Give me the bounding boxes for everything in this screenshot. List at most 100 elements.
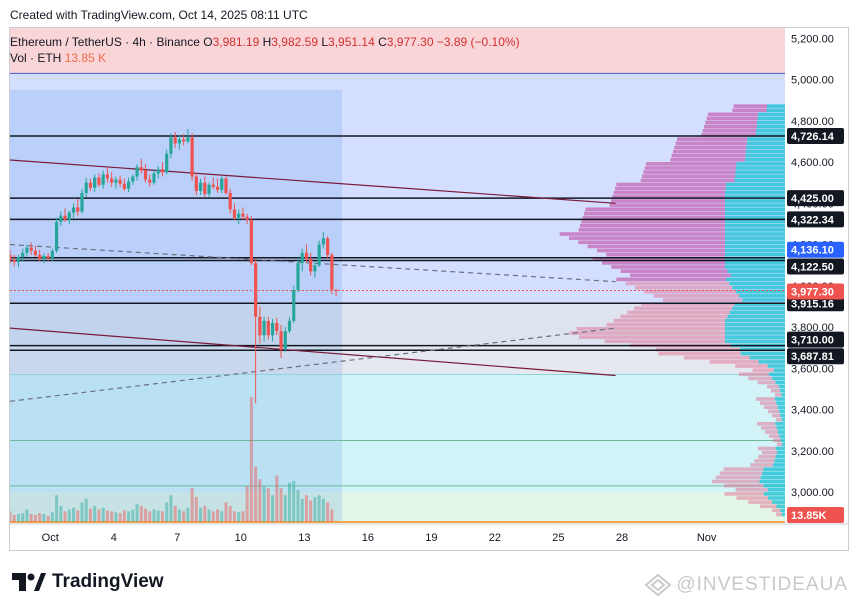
level-price-label-bg [787,348,844,365]
profile-bar-sell [776,512,782,517]
profile-bar-sell [674,145,747,150]
volume-bar [80,502,84,522]
candle-body [54,221,59,251]
candle-body [148,179,152,183]
volume-bar [29,513,33,522]
profile-bar-buy [746,141,785,146]
profile-bar-sell [613,318,725,323]
price-axis[interactable]: 5,200.005,000.004,800.004,600.004,400.00… [786,28,848,523]
profile-bar-sell [581,219,725,224]
volume-bar [254,466,258,522]
profile-bar-buy [725,331,785,335]
volume-bar [105,510,109,522]
volume-bar [72,507,76,522]
volume-bar [300,498,304,522]
trendline [10,159,616,204]
candle-body [160,169,165,173]
profile-bar-buy [778,384,785,389]
profile-bar-sell [715,475,761,480]
volume-bar [16,513,20,522]
profile-bar-sell [620,314,728,319]
volume-bar [258,479,262,522]
candle-body [224,178,228,193]
candle-body [126,181,131,189]
profile-bar-sell [663,298,743,302]
volume-bar [292,480,296,522]
volume-bar [114,512,118,522]
profile-bar-buy [725,256,785,261]
profile-bar-sell [584,211,725,216]
level-price-label: 4,425.00 [791,193,834,205]
profile-bar-sell [773,438,781,443]
candle-body [287,320,292,332]
candle-body [50,250,54,258]
profile-bar-buy [780,413,785,418]
candle-body [67,212,71,220]
candle-body [262,320,266,336]
volume-bar [186,507,190,522]
profile-bar-sell [771,388,781,393]
volume-bar [271,495,275,522]
candle-body [228,193,232,210]
time-tick-label: 25 [552,532,564,544]
profile-bar-sell [604,339,725,344]
volume-bar [122,510,126,522]
profile-bar-buy [767,487,785,492]
candle-body [143,170,148,180]
profile-bar-buy [725,318,785,323]
candle-body [46,255,50,258]
price-tick-label: 3,800.00 [791,322,834,334]
ohlc-row: Ethereum / TetherUS · 4h · Binance O3,98… [10,34,520,50]
profile-bar-sell [768,409,780,414]
candle-body [220,178,224,190]
candle-body [330,254,334,290]
volume-bar [101,507,105,522]
profile-bar-sell [733,104,768,108]
price-tick-label: 3,000.00 [791,487,834,499]
profile-bar-buy [775,421,785,426]
profile-bar-sell [578,228,725,232]
profile-bar-sell [673,149,746,154]
time-axis[interactable]: Oct 4 7 10 13 16 19 22 25 28 Nov [10,523,848,544]
candle-body [304,252,309,259]
profile-bar-buy [772,376,785,381]
profile-bar-sell [675,141,747,146]
volume-bar [33,514,37,522]
volume-bar [266,488,270,522]
volume-bar [160,511,164,522]
candle-body [131,176,135,182]
lower-zone [10,374,785,493]
candle-body [101,174,105,185]
profile-bar-buy [772,463,785,467]
profile-bar-buy [729,310,785,315]
profile-bar-buy [756,124,785,129]
profile-bar-buy [736,162,785,166]
profile-bar-buy [730,273,785,278]
trendline [10,327,616,377]
profile-bar-buy [725,232,785,236]
volume-bar [84,498,88,522]
candle-body [114,179,118,183]
candle-body [300,252,304,264]
volume-key[interactable]: Vol · ETH [10,51,62,65]
volume-bar [25,509,29,522]
volume-bar [216,509,220,522]
price-tick-label: 5,200.00 [791,33,834,45]
profile-bar-sell [611,199,725,203]
candle-body [110,178,114,183]
volume-bar [59,505,63,522]
volume-bar [220,511,224,522]
profile-bar-buy [781,512,785,517]
profile-bar-sell [764,405,778,410]
profile-bar-buy [781,393,785,397]
candle-body [245,216,249,220]
symbol-title[interactable]: Ethereum / TetherUS · 4h · Binance [10,35,200,49]
volume-bar [182,511,186,522]
profile-bar-buy [781,417,785,422]
profile-bar-sell [609,203,725,207]
profile-bar-buy [725,240,785,245]
time-tick-label: 28 [616,532,628,544]
profile-bar-sell [627,310,730,315]
tradingview-logo[interactable]: TradingView [12,571,164,593]
